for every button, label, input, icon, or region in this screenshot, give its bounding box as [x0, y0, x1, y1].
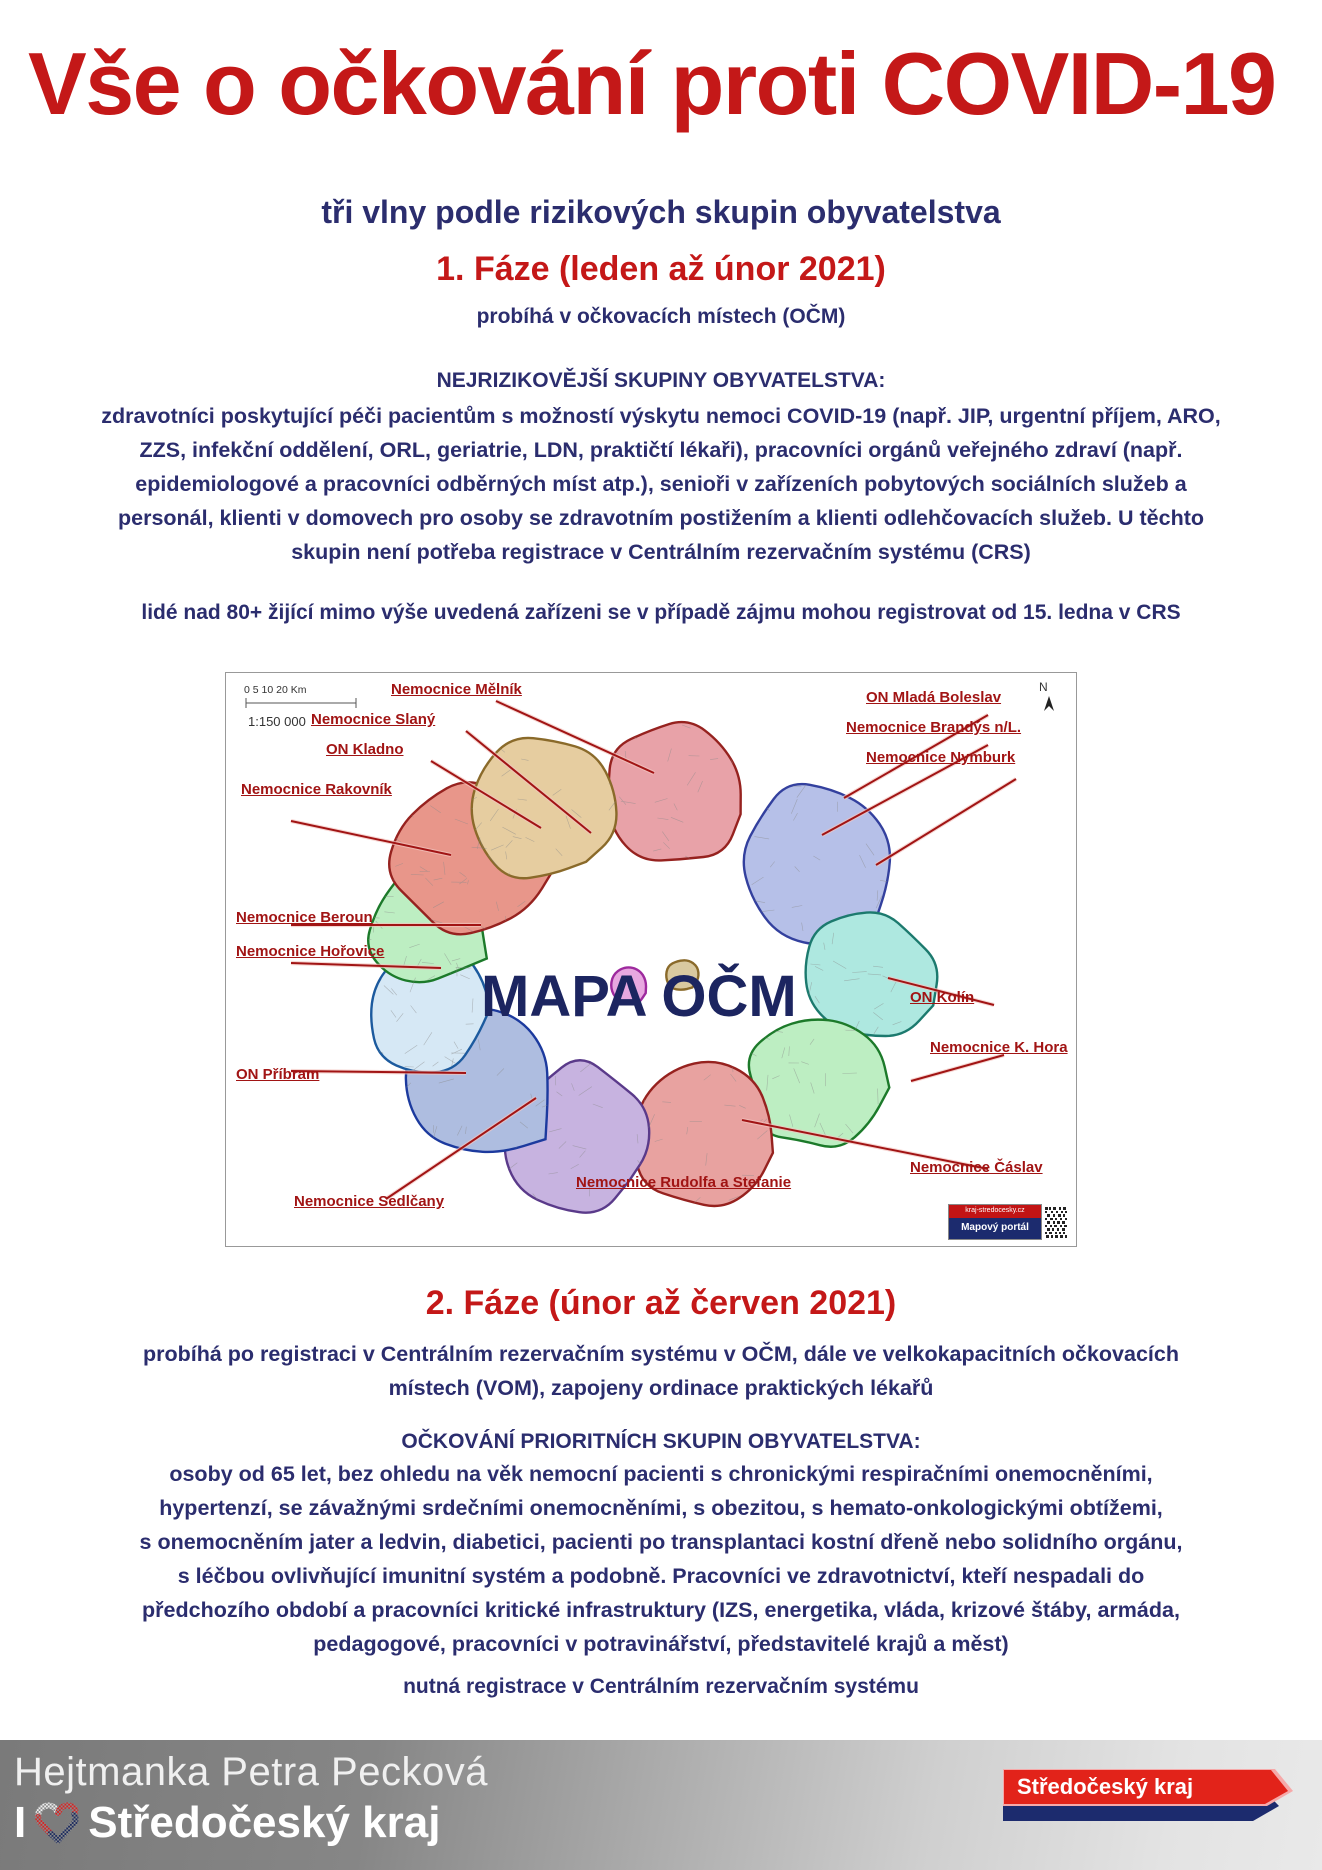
svg-text:MAPA OČM: MAPA OČM [481, 964, 797, 1029]
svg-text:Středočeský kraj: Středočeský kraj [1017, 1774, 1193, 1799]
svg-text:0 5 10 20 Km: 0 5 10 20 Km [244, 684, 307, 696]
svg-text:1:150 000: 1:150 000 [248, 714, 306, 729]
svg-text:N: N [1039, 680, 1048, 694]
